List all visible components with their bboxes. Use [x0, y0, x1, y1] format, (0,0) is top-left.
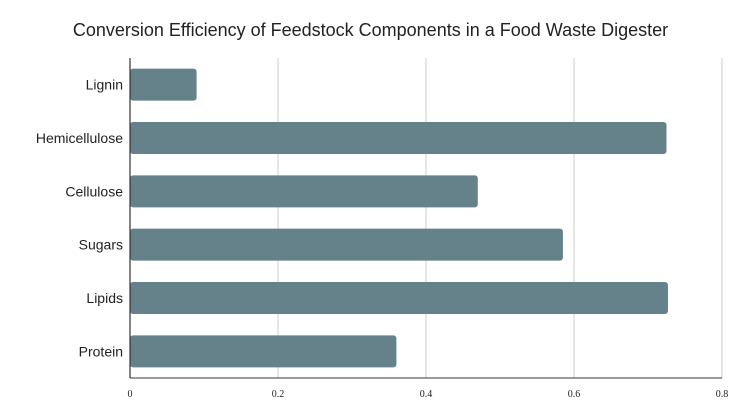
category-label: Lipids: [86, 290, 123, 306]
chart-title: Conversion Efficiency of Feedstock Compo…: [72, 20, 669, 40]
x-tick-label: 0.4: [420, 389, 433, 400]
category-label: Lignin: [86, 77, 123, 93]
bar: [130, 175, 478, 208]
bar: [130, 335, 397, 368]
category-label: Cellulose: [65, 183, 123, 199]
grid-lines: [277, 58, 723, 378]
category-label: Sugars: [79, 237, 123, 253]
x-tick-label: 0.6: [568, 389, 581, 400]
labels: 0 0.2 0.4 0.6 0.8 Lignin Hemicellulose Cellulos…: [36, 77, 728, 400]
x-tick-label: 0.2: [272, 389, 285, 400]
category-label: Protein: [79, 343, 123, 359]
bar: [130, 68, 197, 101]
bars: [130, 68, 668, 368]
bar: [130, 282, 668, 314]
x-tick-label: 0.8: [716, 389, 729, 400]
category-label: Hemicellulose: [36, 130, 123, 146]
axes: [129, 58, 722, 379]
bar: [130, 122, 667, 154]
bar: [130, 228, 563, 261]
x-tick-label: 0: [128, 389, 133, 400]
